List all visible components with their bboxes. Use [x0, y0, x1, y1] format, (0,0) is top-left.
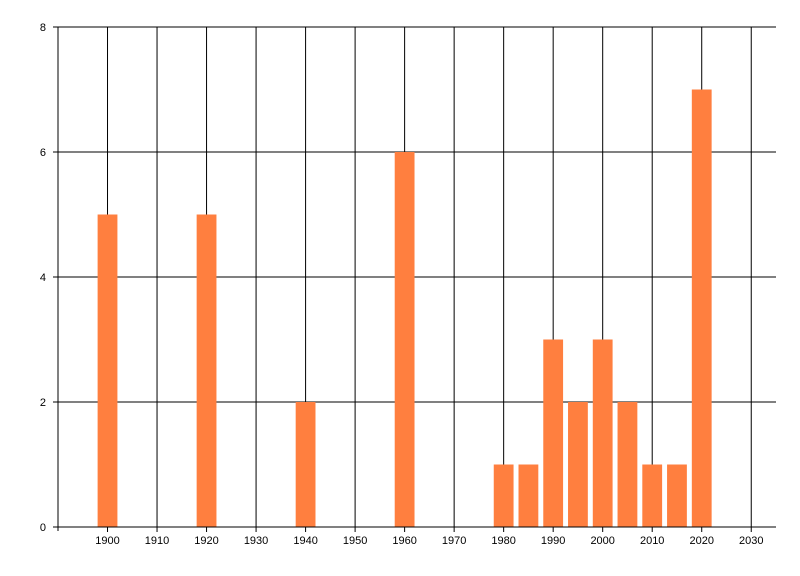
x-tick-label: 1920: [194, 535, 218, 547]
x-tick-label: 1990: [541, 535, 565, 547]
bar: [518, 464, 539, 527]
x-tick-label: 2010: [640, 535, 664, 547]
x-tick-label: 1980: [491, 535, 515, 547]
bar: [493, 464, 514, 527]
y-tick-label: 8: [40, 22, 46, 34]
x-axis-ticks: 1900 1910 1920 1930 1940 1950 1960 1970 1980 1990…: [95, 527, 763, 547]
x-tick-label: 2020: [689, 535, 713, 547]
bar: [617, 402, 638, 527]
bars: [97, 89, 712, 527]
bar: [543, 339, 564, 527]
bar: [667, 464, 687, 527]
x-tick-label: 2030: [739, 535, 763, 547]
x-tick-label: 1910: [145, 535, 169, 547]
grid: [58, 26, 776, 527]
axes: [57, 27, 776, 531]
bar: [592, 339, 613, 527]
x-tick-label: 1930: [244, 535, 268, 547]
x-tick-label: 1940: [293, 535, 317, 547]
y-tick-label: 6: [40, 147, 46, 159]
y-axis-ticks: 0 2 4 6 8: [40, 22, 58, 534]
bar: [642, 464, 663, 527]
y-tick-label: 0: [40, 522, 46, 534]
y-tick-label: 2: [40, 397, 46, 409]
x-tick-label: 1900: [95, 535, 119, 547]
x-tick-label: 2000: [590, 535, 614, 547]
bar: [691, 89, 712, 527]
bar: [196, 214, 217, 527]
bar: [394, 152, 415, 527]
bar: [97, 214, 118, 527]
bar: [295, 402, 316, 527]
x-tick-label: 1950: [343, 535, 367, 547]
bar: [568, 402, 588, 527]
y-tick-label: 4: [40, 272, 46, 284]
x-tick-label: 1960: [392, 535, 416, 547]
x-tick-label: 1970: [442, 535, 466, 547]
